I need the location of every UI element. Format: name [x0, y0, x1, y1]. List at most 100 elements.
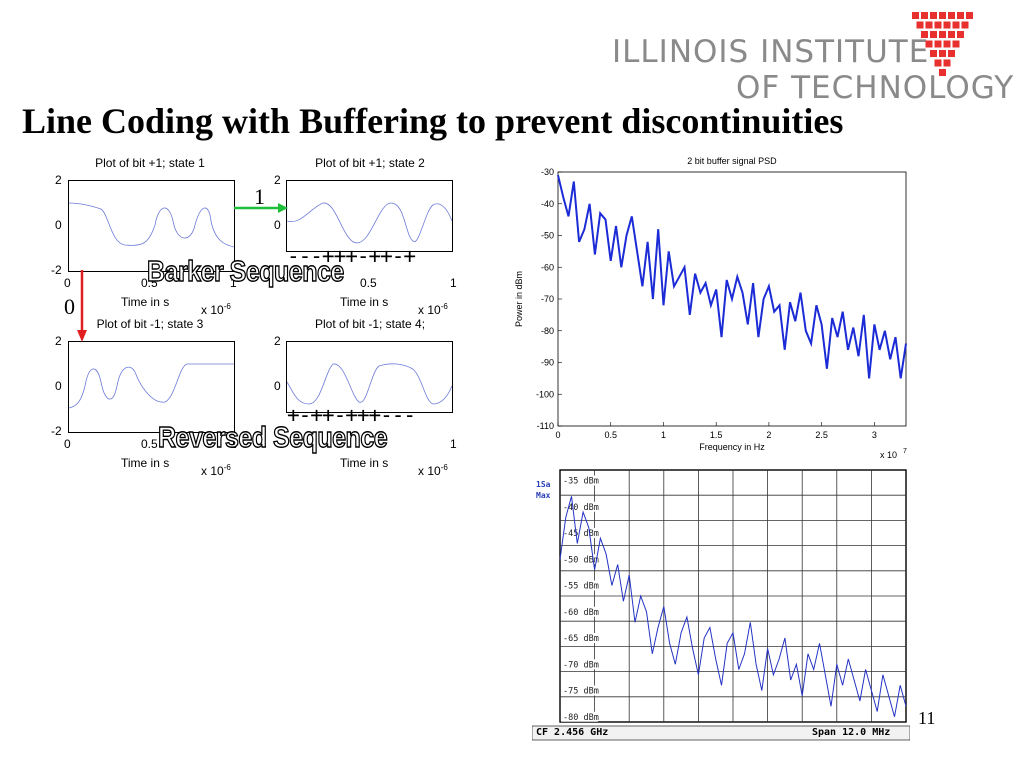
logo-cell: [943, 40, 951, 48]
logo-cell: [925, 40, 933, 48]
plot2-exponent: x 10-6: [418, 302, 448, 317]
logo-cell: [921, 31, 928, 38]
sa-center-frequency: CF 2.456 GHz: [536, 727, 609, 738]
sa-ytick-label: -55 dBm: [563, 582, 599, 592]
plot1-exponent: x 10-6: [201, 302, 231, 317]
bit-zero-label: 0: [64, 294, 75, 319]
logo-cell: [912, 12, 919, 19]
logo-cell: [939, 31, 946, 38]
plot3-xtick: 1: [230, 437, 237, 451]
plot4-xlabel: Time in s: [340, 456, 389, 470]
plot1-axes: [68, 180, 235, 272]
sa-ytick-bg: [561, 554, 598, 565]
plot1-ytick: 0: [55, 218, 62, 232]
sa-span: Span 12.0 MHz: [812, 727, 891, 738]
logo-cell: [930, 31, 937, 38]
plot3-ytick: 0: [55, 379, 62, 393]
sa-ytick-label: -70 dBm: [563, 660, 599, 670]
plot2-ytick: 0: [274, 218, 281, 232]
psd-ylabel: Power in dBm: [514, 271, 524, 327]
plot3-ytick: 2: [55, 334, 62, 348]
sa-ytick-bg: [561, 711, 598, 722]
psd-ytick-label: -30: [541, 167, 554, 177]
plot2-title: Plot of bit +1; state 2: [315, 156, 425, 170]
logo-cell: [957, 12, 964, 19]
logo-cell: [916, 21, 924, 29]
logo-cell: [961, 21, 969, 29]
sa-ytick-bg: [561, 659, 598, 670]
sa-ytick-bg: [561, 685, 598, 696]
plot2-xtick: 1: [450, 276, 457, 290]
logo-cell: [943, 59, 951, 67]
logo-cell: [934, 59, 942, 67]
plot1-xtick: 0.5: [141, 276, 158, 290]
plot1-curve: [68, 202, 235, 248]
plot1-xtick: 0: [64, 276, 71, 290]
sa-trace: [559, 496, 907, 717]
psd-xtick-label: 0: [555, 430, 560, 440]
sa-ytick-label: -50 dBm: [563, 555, 599, 565]
plot4-xtick: 1: [450, 437, 457, 451]
psd-xtick-label: 1: [661, 430, 666, 440]
transition-arrow-0: [77, 270, 87, 342]
psd-ytick-label: -110: [537, 421, 554, 431]
psd-xtick-label: 0.5: [604, 430, 617, 440]
logo-cell: [939, 12, 946, 19]
sa-ytick-label: -45 dBm: [563, 529, 599, 539]
spectrum-analyzer-svg: -35 dBm -40 dBm -45 dBm -50 dBm -55 dBm -60 d…: [531, 469, 911, 741]
plot1-ytick: 2: [55, 173, 62, 187]
sa-ytick-label: -75 dBm: [563, 687, 599, 697]
plot1-ytick: -2: [51, 263, 62, 277]
plot4-ytick: 0: [274, 379, 281, 393]
plot2-ytick: 2: [274, 173, 281, 187]
logo-cell: [952, 21, 960, 29]
plot3-curve: [68, 363, 234, 409]
psd-ytick-label: -50: [541, 231, 554, 241]
psd-xtick-label: 2.5: [815, 430, 828, 440]
plot4-exponent: x 10-6: [418, 463, 448, 478]
sa-ytick-label: -80 dBm: [563, 713, 599, 723]
logo-cell: [948, 31, 955, 38]
plot4-title: Plot of bit -1; state 4;: [314, 317, 426, 331]
logo-cell: [939, 69, 946, 76]
psd-series-line: [557, 174, 907, 379]
bit-one-label: 1: [254, 184, 265, 209]
sa-ytick-bg: [561, 633, 598, 643]
transition-arrow-1: [234, 203, 288, 213]
plot3-xtick: 0: [64, 437, 71, 451]
plot1-xtick: 1: [230, 276, 237, 290]
plot2-axes: [286, 180, 453, 252]
sa-label-1sa: 1Sa: [536, 480, 551, 489]
logo-cell: [930, 12, 937, 19]
sa-ytick-bg: [561, 580, 598, 591]
sa-ytick-bg: [561, 475, 598, 486]
psd-x-exponent-power: 7: [903, 448, 907, 455]
plot3-xlabel: Time in s: [121, 456, 170, 470]
logo-cell: [948, 12, 955, 19]
plot4-axes: [286, 341, 453, 413]
plot3-title: Plot of bit -1; state 3: [96, 317, 204, 331]
sa-label-max: Max: [536, 491, 551, 500]
sa-ytick-label: -35 dBm: [563, 477, 599, 487]
barker-sequence-label: Barker Sequence: [146, 255, 344, 289]
slide-number: 11: [918, 708, 936, 728]
reversed-sequence: +-++-+++---: [287, 403, 416, 427]
slide-title: Line Coding with Buffering to prevent di…: [22, 101, 844, 141]
psd-title: 2 bit buffer signal PSD: [687, 156, 777, 166]
plot3-xtick: 0.5: [141, 437, 158, 451]
psd-chart: -30 -40 -50 -60 -70 -80 -90 -100 -110 0 0.5 1 1.5 2 2.…: [508, 152, 918, 464]
reversed-sequence-label: Reversed Sequence: [157, 421, 388, 455]
psd-ytick-label: -40: [541, 199, 554, 209]
logo-cell: [934, 21, 942, 29]
logo-cell: [939, 50, 946, 57]
psd-ytick-label: -100: [536, 389, 554, 399]
logo-cell: [921, 12, 928, 19]
sa-ytick-label: -65 dBm: [563, 634, 599, 644]
logo-cell: [934, 40, 942, 48]
plot3-axes: [68, 341, 235, 433]
psd-ytick-label: -90: [541, 358, 554, 368]
plot4-ytick: 2: [274, 334, 281, 348]
barker-sequence: ---+++-++-+: [287, 244, 416, 268]
logo-cell: [966, 12, 973, 19]
plot3-ytick: -2: [51, 424, 62, 438]
